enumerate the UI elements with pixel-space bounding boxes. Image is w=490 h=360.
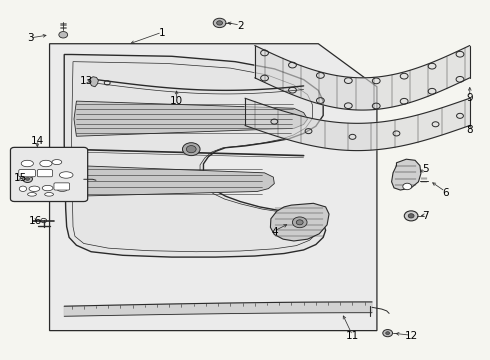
Text: 6: 6	[442, 188, 449, 198]
Ellipse shape	[45, 193, 53, 196]
Ellipse shape	[19, 186, 26, 192]
Ellipse shape	[21, 160, 33, 167]
Text: 4: 4	[271, 227, 278, 237]
Text: 1: 1	[159, 28, 165, 38]
Circle shape	[383, 329, 392, 337]
Text: 10: 10	[170, 96, 183, 106]
Ellipse shape	[52, 159, 62, 165]
Circle shape	[186, 145, 196, 153]
Text: 7: 7	[422, 211, 429, 221]
Polygon shape	[255, 45, 470, 110]
Polygon shape	[76, 166, 274, 196]
Ellipse shape	[57, 186, 68, 192]
Ellipse shape	[29, 186, 40, 192]
Text: 12: 12	[405, 331, 418, 341]
Polygon shape	[49, 44, 377, 330]
Circle shape	[59, 32, 68, 38]
Circle shape	[386, 332, 390, 334]
Circle shape	[25, 177, 29, 180]
Text: 14: 14	[31, 136, 44, 145]
Polygon shape	[90, 77, 98, 87]
Ellipse shape	[59, 172, 73, 178]
Polygon shape	[64, 302, 372, 316]
FancyBboxPatch shape	[54, 183, 70, 190]
Text: 9: 9	[466, 93, 473, 103]
Ellipse shape	[42, 185, 53, 191]
FancyBboxPatch shape	[37, 170, 52, 177]
Circle shape	[408, 214, 414, 218]
Circle shape	[213, 18, 226, 28]
Polygon shape	[74, 101, 308, 136]
Text: 13: 13	[79, 76, 93, 86]
Ellipse shape	[40, 160, 52, 167]
Circle shape	[217, 21, 222, 25]
Text: 5: 5	[422, 164, 429, 174]
Circle shape	[403, 183, 412, 190]
Polygon shape	[392, 159, 421, 190]
FancyBboxPatch shape	[10, 147, 88, 202]
FancyBboxPatch shape	[19, 170, 35, 177]
Circle shape	[404, 211, 418, 221]
Circle shape	[293, 217, 307, 228]
Text: 3: 3	[26, 33, 33, 43]
Ellipse shape	[27, 193, 36, 196]
Text: 8: 8	[466, 125, 473, 135]
Polygon shape	[245, 98, 470, 150]
Circle shape	[296, 220, 303, 225]
Text: 15: 15	[14, 173, 27, 183]
Circle shape	[182, 143, 200, 156]
Text: 2: 2	[237, 21, 244, 31]
Text: 16: 16	[29, 216, 43, 226]
Text: 11: 11	[346, 331, 359, 341]
Polygon shape	[270, 203, 329, 241]
Circle shape	[23, 175, 32, 183]
Polygon shape	[64, 54, 326, 257]
Ellipse shape	[21, 172, 33, 178]
